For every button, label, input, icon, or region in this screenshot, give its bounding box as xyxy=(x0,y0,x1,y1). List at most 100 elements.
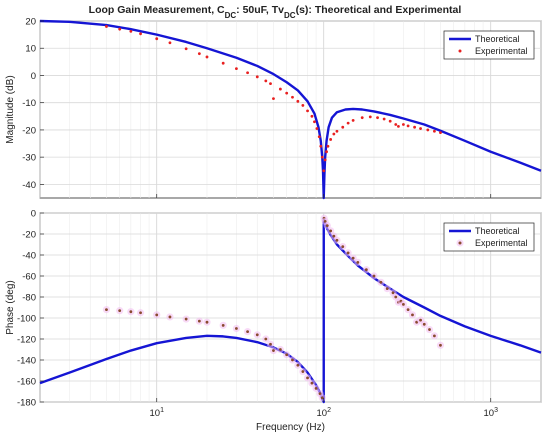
magnitude-tick-labels: 20 10 0 -10 -20 -30 -40 xyxy=(22,17,492,198)
experimental-point xyxy=(322,169,326,173)
experimental-point xyxy=(315,127,319,130)
experimental-point xyxy=(325,150,328,154)
experimental-point xyxy=(419,318,422,322)
experimental-point xyxy=(402,302,405,306)
phase-legend: Theoretical Experimental xyxy=(443,222,535,252)
experimental-point xyxy=(320,396,324,400)
experimental-point xyxy=(376,116,379,120)
y-tick-label: -160 xyxy=(17,377,36,388)
experimental-point xyxy=(397,124,400,128)
experimental-point xyxy=(269,82,272,86)
experimental-point xyxy=(105,25,108,28)
experimental-point xyxy=(439,131,442,135)
experimental-point xyxy=(428,328,431,331)
experimental-point xyxy=(301,370,305,373)
experimental-point xyxy=(402,123,405,126)
y-tick-label: -20 xyxy=(22,230,36,241)
experimental-point xyxy=(419,127,422,130)
experimental-point xyxy=(391,291,395,295)
legend-entry-label: Theoretical xyxy=(475,226,520,236)
experimental-point xyxy=(388,119,392,123)
experimental-point xyxy=(306,109,309,113)
experimental-point xyxy=(351,256,355,260)
y-tick-label: -20 xyxy=(22,125,36,136)
y-tick-label: -120 xyxy=(17,335,36,346)
experimental-point xyxy=(118,309,122,313)
experimental-point xyxy=(105,308,108,311)
experimental-point xyxy=(382,117,386,121)
x-tick-label: 101 xyxy=(149,407,164,419)
experimental-point xyxy=(197,319,201,323)
experimental-point xyxy=(246,71,249,75)
experimental-point xyxy=(129,310,133,314)
magnitude-grid xyxy=(39,20,542,198)
experimental-point xyxy=(301,104,305,107)
experimental-point xyxy=(310,114,314,118)
y-tick-label: 10 xyxy=(25,44,36,55)
experimental-point xyxy=(139,32,142,36)
experimental-point xyxy=(168,315,172,319)
experimental-point xyxy=(264,337,268,341)
experimental-point xyxy=(184,317,188,321)
experimental-point xyxy=(368,115,372,119)
y-tick-label: 0 xyxy=(31,209,36,220)
experimental-point xyxy=(323,220,327,223)
experimental-point xyxy=(235,327,238,330)
y-tick-label: -140 xyxy=(17,356,36,367)
experimental-point xyxy=(306,376,309,380)
experimental-point xyxy=(394,123,398,126)
experimental-point xyxy=(129,29,133,33)
magnitude-axes: 20 10 0 -10 -20 -30 -40 Magnitude (dB) Theoret… xyxy=(5,17,542,200)
experimental-point xyxy=(356,260,360,264)
experimental-point xyxy=(439,343,442,347)
experimental-point xyxy=(291,358,294,362)
frequency-x-axis-label: Frequency (Hz) xyxy=(256,422,325,433)
y-tick-label: -10 xyxy=(22,98,36,109)
phase-tick-labels: 0 -20 -40 -60 -80 -100 -120 -140 -160 -180 101 102 1… xyxy=(17,209,498,420)
experimental-point xyxy=(406,308,410,311)
legend-marker-swatch xyxy=(458,49,462,53)
experimental-point xyxy=(426,128,430,132)
phase-y-axis-label: Phase (deg) xyxy=(5,280,16,334)
y-tick-label: -180 xyxy=(17,398,36,409)
experimental-point xyxy=(278,87,282,91)
experimental-point xyxy=(318,392,322,395)
magnitude-legend: Theoretical Experimental xyxy=(443,30,535,60)
experimental-point xyxy=(406,124,410,128)
experimental-point xyxy=(320,155,324,159)
experimental-point xyxy=(264,79,268,83)
experimental-point xyxy=(332,234,336,238)
experimental-point xyxy=(269,342,272,346)
legend-box xyxy=(443,30,535,60)
experimental-point xyxy=(351,118,355,122)
experimental-point xyxy=(296,363,300,367)
experimental-point xyxy=(310,381,314,385)
experimental-point xyxy=(433,334,436,338)
experimental-point xyxy=(413,125,416,129)
y-tick-label: -40 xyxy=(22,180,36,191)
experimental-point xyxy=(168,41,172,45)
phase-grid xyxy=(39,212,542,403)
experimental-point xyxy=(329,229,333,233)
chart-title: Loop Gain Measurement, CDC: 50uF, TvDC(s… xyxy=(89,4,462,20)
y-tick-label: 0 xyxy=(31,71,36,82)
experimental-point xyxy=(246,330,249,334)
experimental-point xyxy=(433,129,436,133)
experimental-point xyxy=(285,91,289,95)
experimental-point xyxy=(255,333,259,337)
experimental-point xyxy=(341,125,345,129)
experimental-point xyxy=(278,348,282,351)
experimental-point xyxy=(394,295,398,299)
experimental-point xyxy=(335,129,339,133)
x-tick-label: 102 xyxy=(316,407,331,419)
experimental-point xyxy=(422,322,426,326)
experimental-point xyxy=(319,144,323,148)
experimental-point xyxy=(313,120,316,124)
experimental-point xyxy=(346,251,350,255)
experimental-point xyxy=(325,224,329,228)
y-tick-label: -40 xyxy=(22,251,36,262)
experimental-point xyxy=(155,37,159,41)
experimental-point xyxy=(317,135,321,139)
experimental-point xyxy=(118,27,122,31)
y-tick-label: -30 xyxy=(22,153,36,164)
